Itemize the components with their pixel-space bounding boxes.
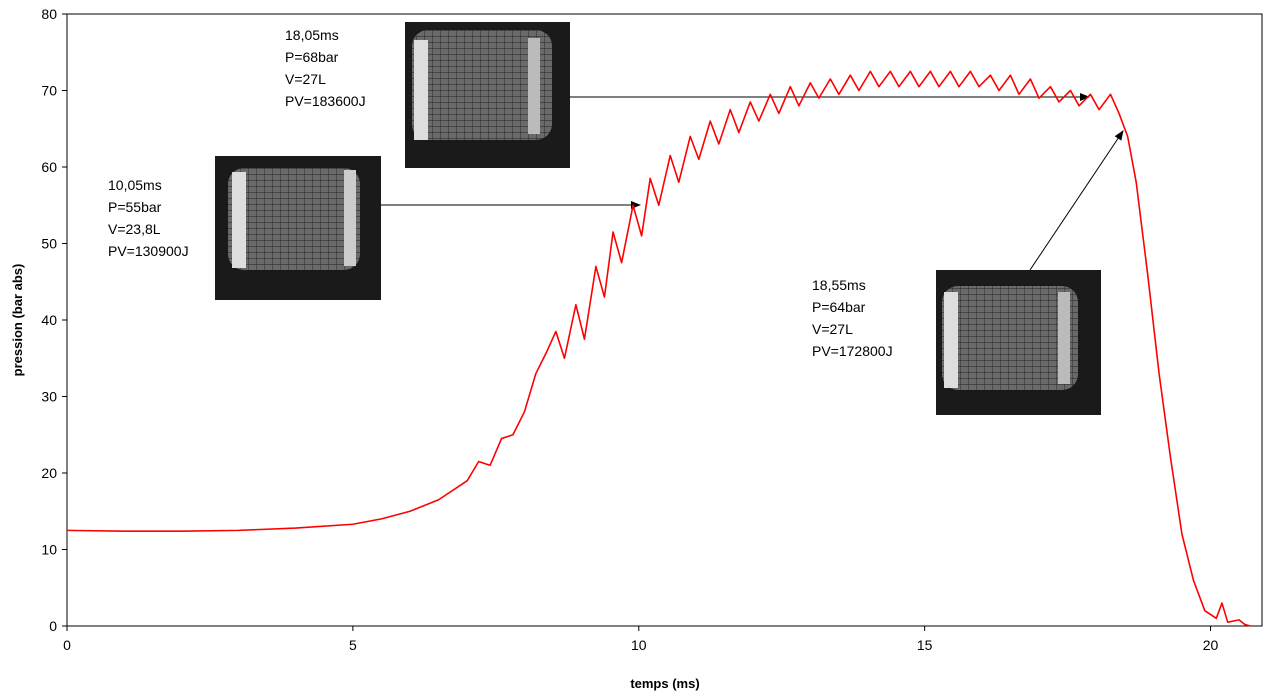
y-tick-label: 30 [41,389,57,405]
annotation-text: V=23,8L [108,221,161,237]
annotation-text: V=27L [285,71,326,87]
y-tick-label: 0 [49,618,57,634]
annotation-text: PV=183600J [285,93,366,109]
annotation-text: P=55bar [108,199,162,215]
line [66,70,1251,627]
y-tick-label: 70 [41,83,57,99]
x-tick-label: 15 [917,637,933,653]
y-tick-label: 50 [41,236,57,252]
y-tick-label: 40 [41,312,57,328]
x-tick-label: 10 [631,637,647,653]
photo [405,22,570,168]
annotation-text: V=27L [812,321,853,337]
x-tick-label: 20 [1203,637,1219,653]
y-tick-label: 20 [41,465,57,481]
annotation-text: PV=172800J [812,343,893,359]
annotation-text: 18,55ms [812,277,866,293]
arrow [1029,130,1124,271]
annotation-text: PV=130900J [108,243,189,259]
y-tick-label: 60 [41,159,57,175]
x-tick-label: 0 [63,637,71,653]
annotation-text: 18,05ms [285,27,339,43]
x-axis-title: temps (ms) [630,676,699,691]
annotation-text: P=68bar [285,49,339,65]
y-axis-title: pression (bar abs) [10,264,25,377]
annotation-text: P=64bar [812,299,866,315]
photo [215,156,381,300]
x-tick-label: 5 [349,637,357,653]
y-tick-label: 80 [41,6,57,22]
photo [936,270,1101,415]
annotation-text: 10,05ms [108,177,162,193]
y-tick-label: 10 [41,542,57,558]
photos [215,22,1101,415]
